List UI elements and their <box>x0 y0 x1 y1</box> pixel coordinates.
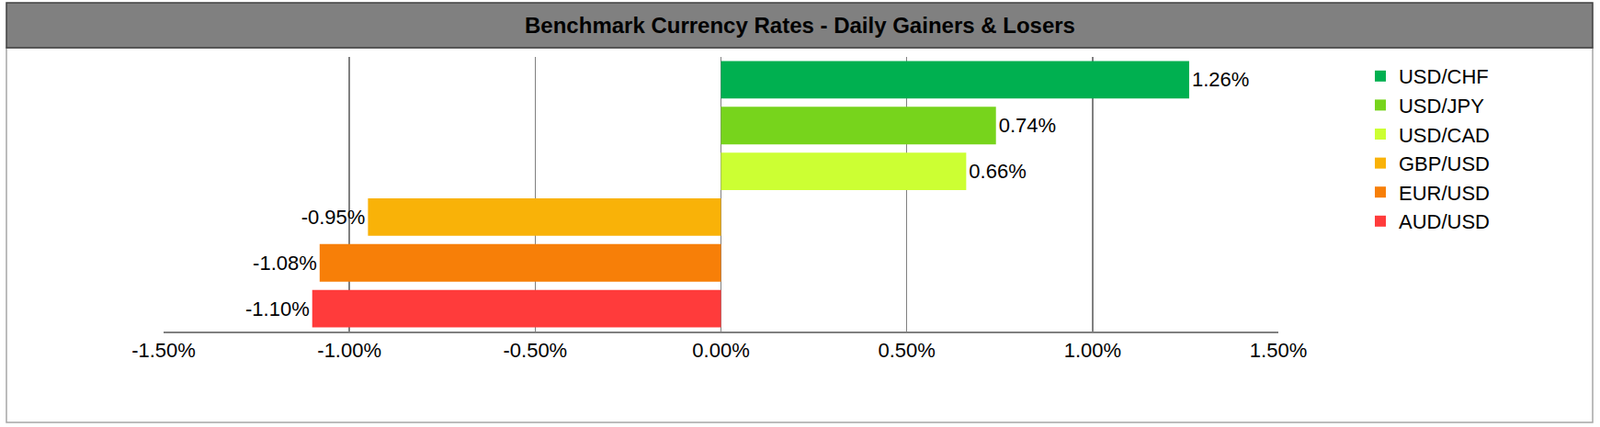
svg-text:EUR/USD: EUR/USD <box>1398 181 1490 205</box>
svg-text:USD/CAD: USD/CAD <box>1398 124 1490 148</box>
svg-text:-1.08%: -1.08% <box>252 251 318 275</box>
svg-text:GBP/USD: GBP/USD <box>1398 152 1490 176</box>
svg-text:-0.95%: -0.95% <box>301 205 366 229</box>
svg-text:1.50%: 1.50% <box>1249 339 1307 363</box>
svg-text:-1.00%: -1.00% <box>317 339 382 363</box>
svg-text:-0.50%: -0.50% <box>502 339 568 363</box>
svg-text:0.66%: 0.66% <box>968 159 1026 183</box>
svg-text:1.26%: 1.26% <box>1191 68 1249 91</box>
svg-text:0.74%: 0.74% <box>998 113 1056 137</box>
svg-text:Benchmark Currency Rates - Dai: Benchmark Currency Rates - Daily Gainers… <box>524 12 1076 38</box>
svg-text:-1.50%: -1.50% <box>131 339 196 363</box>
svg-text:1.00%: 1.00% <box>1064 339 1122 363</box>
svg-text:USD/CHF: USD/CHF <box>1398 65 1489 89</box>
svg-text:-1.10%: -1.10% <box>245 297 310 321</box>
svg-text:0.00%: 0.00% <box>692 339 749 363</box>
svg-text:USD/JPY: USD/JPY <box>1398 94 1485 118</box>
svg-text:0.50%: 0.50% <box>877 339 935 363</box>
svg-text:AUD/USD: AUD/USD <box>1398 210 1490 234</box>
